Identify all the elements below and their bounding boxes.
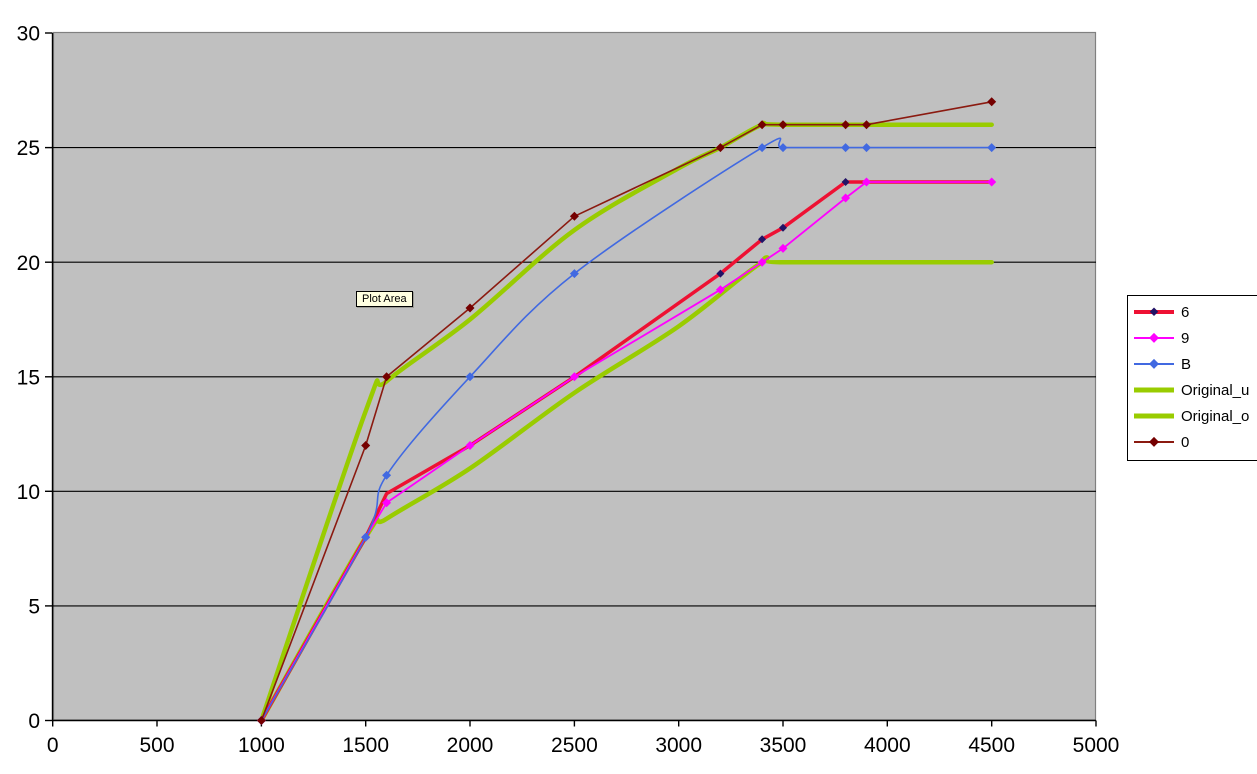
series-marker-9: [987, 177, 997, 187]
x-tick-label: 500: [139, 734, 174, 757]
series-marker-6: [779, 223, 787, 232]
x-tick-label: 1500: [342, 734, 389, 757]
series-marker-0: [987, 97, 997, 107]
legend-item-b[interactable]: B: [1134, 351, 1257, 377]
x-tick-label: 0: [47, 734, 59, 757]
series-marker-9: [778, 243, 788, 253]
series-marker-0: [465, 303, 475, 313]
series-line-6: [259, 180, 994, 723]
legend-swatch-0: [1134, 436, 1174, 448]
x-tick-label: 5000: [1073, 734, 1120, 757]
series-marker-0: [757, 120, 767, 130]
series-marker-B: [569, 269, 579, 279]
series-marker-6: [758, 235, 767, 244]
y-tick-label: 0: [28, 710, 40, 733]
legend-label-b: B: [1181, 355, 1192, 373]
series-marker-0: [569, 211, 579, 221]
series-marker-6: [841, 178, 850, 186]
series-marker-9: [757, 257, 767, 267]
y-tick-label: 5: [28, 595, 40, 618]
x-tick-label: 2500: [551, 734, 598, 757]
series-marker-B: [987, 143, 997, 153]
y-tick-label: 20: [17, 252, 40, 275]
series-marker-0: [778, 120, 788, 130]
legend-item-6[interactable]: 6: [1134, 299, 1257, 325]
axes: [45, 32, 1097, 727]
series-marker-B: [757, 143, 767, 153]
x-tick-label: 2000: [447, 734, 494, 757]
series-marker-B: [465, 372, 475, 382]
series-marker-0: [715, 143, 725, 153]
legend-swatch-b: [1134, 358, 1174, 370]
legend-box[interactable]: 6 9 B Original_u Original_o 0: [1127, 295, 1257, 461]
legend-item-original-u[interactable]: Original_u: [1134, 377, 1257, 403]
series-marker-0: [382, 372, 392, 382]
x-tick-label: 1000: [238, 734, 285, 757]
series-marker-0: [862, 120, 871, 130]
series-marker-9: [569, 372, 579, 382]
series-marker-0: [361, 441, 371, 450]
plot-area-tooltip: Plot Area: [356, 291, 413, 307]
legend-item-original-o[interactable]: Original_o: [1134, 403, 1257, 429]
legend-label-original-u: Original_u: [1181, 381, 1250, 399]
series-marker-B: [862, 143, 871, 153]
legend-swatch-9: [1134, 332, 1174, 344]
y-tick-label: 30: [17, 23, 40, 46]
legend-swatch-6: [1134, 306, 1174, 318]
plot-area-tooltip-text: Plot Area: [362, 293, 407, 305]
legend-item-0[interactable]: 0: [1134, 429, 1257, 455]
x-tick-label: 3000: [655, 734, 702, 757]
legend-label-original-o: Original_o: [1181, 407, 1250, 425]
legend-label-0: 0: [1181, 433, 1190, 451]
series-marker-B: [382, 470, 392, 480]
series-0: [256, 97, 997, 725]
legend-swatch-original-u: [1134, 384, 1174, 396]
x-tick-label: 4000: [864, 734, 911, 757]
series-marker-9: [862, 177, 871, 187]
series-marker-0: [841, 120, 851, 130]
series-marker-0: [256, 716, 266, 725]
series-marker-9: [465, 441, 475, 450]
legend-label-9: 9: [1181, 329, 1190, 347]
axis-labels: 0 5 10 15 20 25 30 0 500 1000 1500 2000 2500 3000 3500…: [17, 23, 1120, 757]
y-tick-label: 25: [17, 137, 40, 160]
series-6: [259, 178, 996, 723]
series-marker-9: [382, 498, 392, 508]
series-marker-9: [715, 285, 725, 295]
series-marker-6: [716, 269, 725, 278]
legend-swatch-original-o: [1134, 410, 1174, 422]
legend-label-6: 6: [1181, 303, 1190, 321]
legend-item-9[interactable]: 9: [1134, 325, 1257, 351]
y-tick-label: 15: [17, 366, 40, 389]
series-line-B: [260, 137, 993, 722]
x-tick-label: 4500: [968, 734, 1015, 757]
series-marker-B: [361, 532, 371, 542]
series-marker-B: [841, 143, 851, 153]
series-marker-B: [778, 143, 788, 153]
x-tick-label: 3500: [760, 734, 807, 757]
series-marker-9: [841, 193, 851, 203]
y-tick-label: 10: [17, 481, 40, 504]
